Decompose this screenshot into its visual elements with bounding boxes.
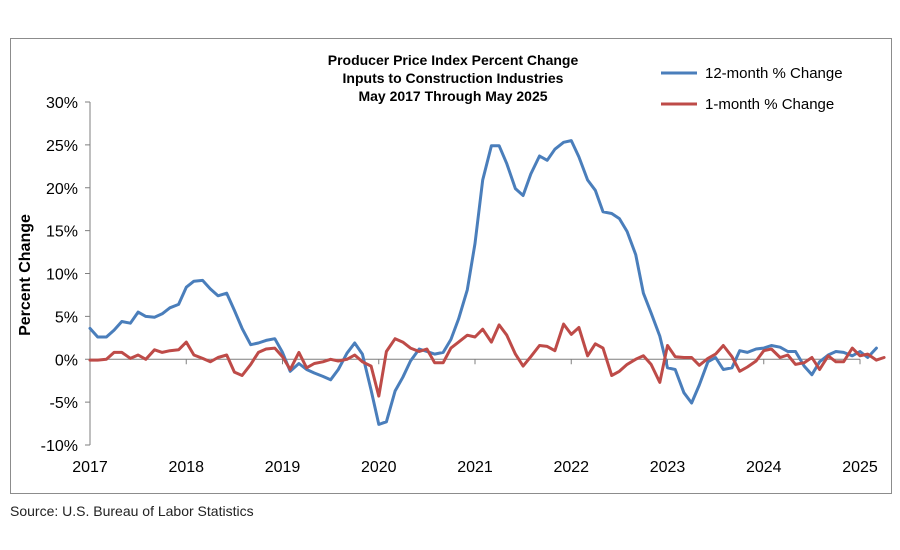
chart-title: Producer Price Index Percent Change Inpu… bbox=[328, 52, 579, 104]
x-tick-label: 2025 bbox=[842, 459, 878, 476]
x-tick-label: 2017 bbox=[72, 459, 108, 476]
y-tick-label: 10% bbox=[46, 267, 78, 284]
x-tick-label: 2024 bbox=[746, 459, 782, 476]
x-tick-label: 2023 bbox=[650, 459, 686, 476]
y-tick-label: 25% bbox=[46, 138, 78, 155]
chart-title-line-2: Inputs to Construction Industries bbox=[343, 70, 564, 86]
chart-title-line-3: May 2017 Through May 2025 bbox=[358, 88, 547, 104]
legend-label-1-month: 1-month % Change bbox=[705, 96, 834, 113]
x-tick-label: 2018 bbox=[168, 459, 204, 476]
series-line-12-month bbox=[88, 139, 878, 426]
x-tick-label: 2020 bbox=[361, 459, 397, 476]
chart-frame bbox=[10, 38, 892, 494]
legend: 12-month % Change 1-month % Change bbox=[661, 65, 843, 113]
x-tick-labels: 2017 2018 2019 2020 2021 2022 2023 2024 2025 bbox=[72, 459, 878, 476]
legend-label-12-month: 12-month % Change bbox=[705, 65, 843, 82]
y-axis-label: Percent Change bbox=[17, 214, 34, 336]
y-tick-label: -10% bbox=[41, 438, 78, 455]
axes bbox=[85, 101, 861, 446]
y-tick-label: 30% bbox=[46, 95, 78, 112]
y-tick-label: 20% bbox=[46, 181, 78, 198]
x-tick-label: 2022 bbox=[553, 459, 589, 476]
y-tick-labels: 30% 25% 20% 15% 10% 5% 0% -5% -10% bbox=[41, 95, 78, 455]
series-lines bbox=[88, 139, 886, 426]
x-tick-label: 2021 bbox=[457, 459, 493, 476]
chart-title-line-1: Producer Price Index Percent Change bbox=[328, 52, 579, 68]
series-line-1-month bbox=[88, 322, 886, 398]
y-tick-label: -5% bbox=[50, 395, 78, 412]
y-tick-label: 0% bbox=[55, 352, 78, 369]
x-tick-label: 2019 bbox=[265, 459, 301, 476]
source-note: Source: U.S. Bureau of Labor Statistics bbox=[10, 503, 254, 519]
y-tick-label: 5% bbox=[55, 309, 78, 326]
y-tick-label: 15% bbox=[46, 224, 78, 241]
